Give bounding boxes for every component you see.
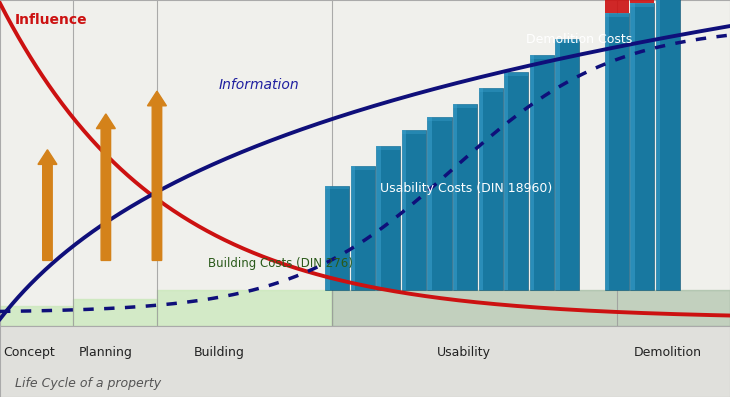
Bar [350, 166, 375, 170]
Bar [326, 185, 350, 290]
Bar [453, 104, 477, 108]
Bar [631, 3, 655, 7]
Bar [605, 0, 629, 13]
Bar [631, 0, 655, 3]
Bar [479, 88, 503, 92]
Bar [605, 13, 629, 17]
Bar [428, 117, 451, 121]
Bar [504, 71, 508, 290]
Bar [504, 71, 528, 290]
Bar [428, 117, 451, 290]
Text: Usability: Usability [437, 345, 491, 358]
Bar [656, 0, 680, 290]
Bar [377, 146, 401, 290]
Bar [504, 71, 528, 75]
Text: Building Costs (DIN 276): Building Costs (DIN 276) [208, 257, 353, 270]
FancyArrow shape [147, 91, 166, 260]
Text: Life Cycle of a property: Life Cycle of a property [15, 377, 161, 390]
FancyArrow shape [96, 114, 115, 260]
Bar [656, 0, 660, 290]
Text: Influence: Influence [15, 13, 87, 27]
Bar [479, 88, 503, 290]
Text: Building: Building [193, 345, 245, 358]
Text: Usability Costs (DIN 18960): Usability Costs (DIN 18960) [380, 182, 552, 195]
Bar [350, 166, 355, 290]
Bar [605, 13, 609, 290]
Bar [453, 104, 477, 290]
Bar [530, 55, 554, 290]
Bar [326, 185, 350, 189]
Bar [556, 39, 580, 43]
Bar [530, 55, 554, 59]
Bar [402, 130, 426, 134]
Bar [556, 39, 580, 290]
Bar [605, 13, 629, 290]
Bar [402, 130, 426, 290]
Text: Demolition: Demolition [634, 345, 702, 358]
Bar [377, 146, 380, 290]
Text: Information: Information [219, 78, 299, 92]
Bar [631, 3, 634, 290]
Text: Concept: Concept [4, 345, 55, 358]
Bar [428, 117, 431, 290]
Bar [556, 39, 559, 290]
Bar [377, 146, 401, 150]
Text: Planning: Planning [79, 345, 133, 358]
FancyArrow shape [38, 150, 57, 260]
Bar [402, 130, 406, 290]
Bar [530, 55, 534, 290]
Bar [479, 88, 483, 290]
Bar [631, 3, 655, 290]
Bar [350, 166, 375, 290]
Bar [453, 104, 457, 290]
Text: Demolition Costs: Demolition Costs [526, 33, 632, 46]
Bar [326, 185, 329, 290]
